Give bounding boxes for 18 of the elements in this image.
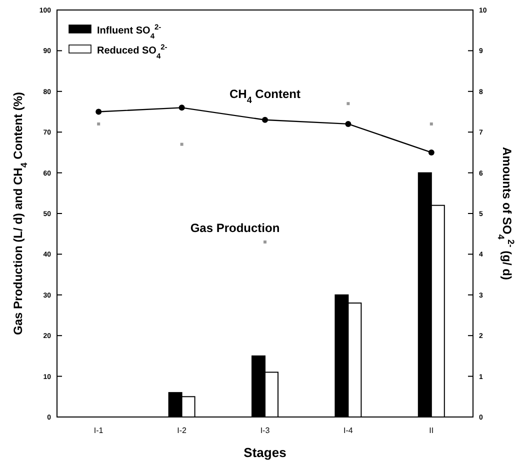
point — [430, 122, 433, 126]
point — [180, 142, 184, 146]
x-axis-title: Stages — [244, 445, 286, 460]
x-tick-label: II — [429, 426, 434, 435]
x-tick-label: I-3 — [260, 426, 270, 435]
point — [264, 240, 266, 244]
x-tick-label: I-2 — [177, 426, 188, 435]
point — [428, 149, 434, 156]
point — [346, 102, 350, 106]
x-tick-label: I-4 — [344, 426, 354, 435]
point — [345, 120, 352, 127]
point — [262, 116, 268, 123]
series-label: Gas Production — [190, 220, 280, 235]
point — [96, 108, 102, 115]
point — [178, 104, 185, 111]
series-label: CH$_{4}$ Content — [229, 86, 301, 105]
point — [97, 122, 100, 126]
x-tick-label: I-1 — [94, 426, 104, 435]
